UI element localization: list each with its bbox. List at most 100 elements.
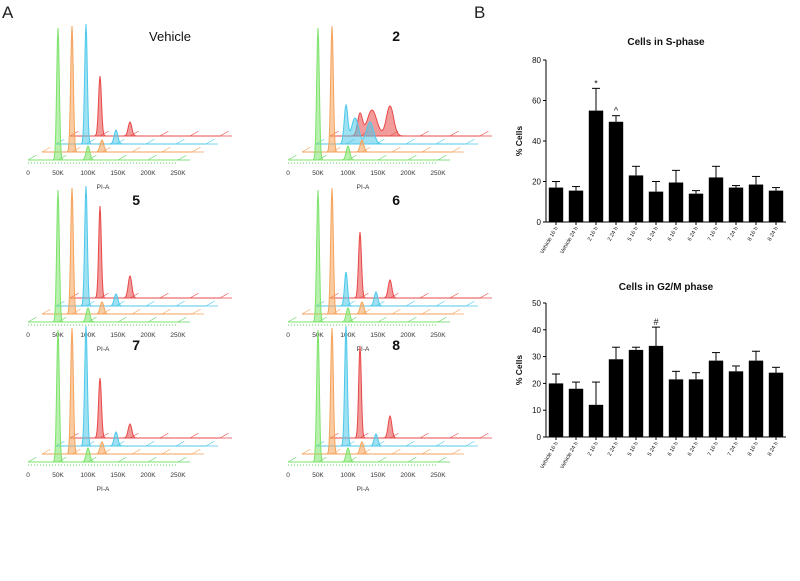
x-tick-label: 250K — [430, 472, 446, 479]
x-tick-label: 2 16 h — [587, 226, 600, 242]
x-tick-label: 7 16 h — [707, 441, 720, 457]
histogram-trace — [330, 231, 480, 299]
grid-line — [147, 456, 157, 463]
histogram-panel: 0 50K 100K 150K 200K 250K PI-A 8 — [286, 325, 492, 493]
histogram-trace — [288, 189, 438, 323]
grid-line — [437, 456, 447, 463]
x-tick-label: 2 24 h — [607, 226, 620, 242]
grid-line — [405, 440, 415, 447]
x-tick-label: 150K — [370, 332, 386, 339]
x-tick-label: Vehicle 16 h — [540, 226, 560, 255]
grid-line — [161, 146, 171, 153]
x-tick-label: 100K — [80, 332, 96, 339]
x-tick-label: 6 24 h — [687, 441, 700, 457]
histogram-trace — [302, 25, 452, 153]
x-axis-label: PI-A — [357, 184, 370, 191]
grid-line — [377, 456, 387, 463]
grid-line — [391, 448, 401, 455]
panel-title: 5 — [132, 192, 140, 208]
histogram-trace — [56, 23, 206, 145]
grid-line — [435, 300, 445, 307]
bar-chart: Cells in G2/M phase 0 10 20 30 40 50 % Cells Veh… — [514, 282, 786, 470]
y-tick-label: 10 — [532, 406, 541, 415]
grid-line — [449, 432, 459, 439]
x-tick-label: 0 — [26, 472, 30, 479]
bar — [648, 345, 664, 437]
histogram-trace — [316, 103, 466, 145]
x-tick-label: 150K — [110, 332, 126, 339]
y-axis-label: % Cells — [514, 126, 524, 157]
y-axis-label: % Cells — [514, 355, 524, 386]
y-tick-label: 40 — [532, 326, 541, 335]
x-axis-label: PI-A — [97, 486, 110, 493]
significance-marker: * — [594, 78, 598, 88]
bar — [608, 359, 624, 437]
grid-line — [145, 440, 155, 447]
bar — [548, 383, 564, 437]
x-tick-label: Vehicle 16 h — [540, 441, 560, 470]
x-tick-label: 5 24 h — [647, 441, 660, 457]
panel-title: 2 — [392, 28, 400, 44]
grid-line — [301, 146, 311, 153]
grid-line — [161, 448, 171, 455]
x-tick-label: 0 — [286, 170, 290, 177]
grid-line — [451, 146, 461, 153]
grid-line — [435, 138, 445, 145]
grid-line — [131, 146, 141, 153]
grid-line — [177, 316, 187, 323]
grid-line — [219, 292, 229, 299]
x-tick-label: 50K — [52, 472, 64, 479]
x-tick-label: 6 16 h — [667, 226, 680, 242]
x-tick-label: 100K — [80, 170, 96, 177]
x-tick-label: 100K — [340, 170, 356, 177]
grid-line — [465, 138, 475, 145]
grid-line — [175, 138, 185, 145]
panel-title: 7 — [132, 337, 140, 353]
y-tick-label: 50 — [532, 299, 541, 308]
grid-line — [145, 138, 155, 145]
y-tick-label: 20 — [532, 178, 541, 187]
x-tick-label: 6 16 h — [667, 441, 680, 457]
grid-line — [161, 308, 171, 315]
grid-line — [117, 456, 127, 463]
grid-line — [191, 146, 201, 153]
grid-line — [437, 154, 447, 161]
bar — [588, 110, 604, 222]
grid-line — [191, 448, 201, 455]
grid-line — [407, 154, 417, 161]
grid-line — [465, 440, 475, 447]
bar — [728, 371, 744, 437]
histogram-trace — [42, 327, 192, 455]
bar — [748, 184, 764, 222]
y-tick-label: 0 — [537, 433, 542, 442]
grid-line — [147, 316, 157, 323]
grid-line — [421, 308, 431, 315]
x-tick-label: 150K — [110, 170, 126, 177]
bar — [668, 379, 684, 437]
x-axis-label: PI-A — [97, 346, 110, 353]
x-tick-label: 250K — [170, 170, 186, 177]
histogram-trace — [42, 187, 192, 315]
x-tick-label: 8 24 h — [767, 441, 780, 457]
panel-title: 8 — [392, 337, 400, 353]
grid-line — [449, 292, 459, 299]
histogram-trace — [316, 271, 466, 307]
grid-line — [159, 130, 169, 137]
grid-line — [145, 300, 155, 307]
grid-line — [301, 448, 311, 455]
grid-line — [175, 300, 185, 307]
x-tick-label: 8 16 h — [747, 441, 760, 457]
grid-line — [419, 292, 429, 299]
bar — [688, 379, 704, 437]
grid-line — [147, 154, 157, 161]
x-tick-label: 200K — [140, 332, 156, 339]
x-tick-label: 50K — [312, 472, 324, 479]
x-tick-label: 5 24 h — [647, 226, 660, 242]
grid-line — [117, 316, 127, 323]
grid-line — [27, 154, 37, 161]
bar — [568, 190, 584, 222]
y-tick-label: 60 — [532, 97, 541, 106]
histogram-trace — [330, 345, 480, 439]
